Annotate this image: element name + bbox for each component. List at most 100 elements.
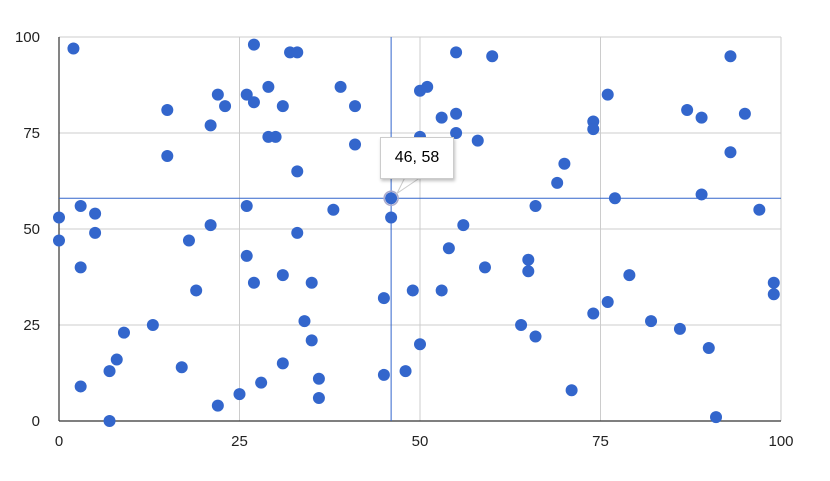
data-point: [240, 88, 253, 101]
data-point: [623, 269, 636, 282]
data-point: [349, 138, 362, 151]
data-point: [399, 365, 412, 378]
data-point: [349, 100, 362, 113]
crosshair: [59, 37, 781, 421]
tooltip-pointer: [395, 176, 423, 195]
data-point: [327, 203, 340, 216]
data-point: [161, 150, 174, 163]
x-tick-label: 100: [768, 433, 793, 450]
data-point: [291, 165, 304, 178]
data-point: [255, 376, 268, 389]
y-tick-label: 25: [23, 317, 40, 334]
data-points: [53, 38, 780, 427]
data-point: [681, 103, 694, 116]
data-point: [89, 226, 102, 239]
data-point: [421, 80, 434, 93]
data-point: [702, 342, 715, 355]
data-point: [457, 219, 470, 232]
data-point: [247, 276, 260, 289]
data-point: [161, 103, 174, 116]
data-point: [738, 107, 751, 120]
data-point: [117, 326, 130, 339]
data-point: [103, 415, 116, 427]
data-point: [204, 119, 217, 132]
data-point: [53, 211, 65, 224]
data-point: [74, 261, 87, 274]
data-point: [377, 292, 390, 305]
data-point: [276, 269, 289, 282]
focused-point-ring: [383, 190, 399, 207]
data-point: [471, 134, 484, 147]
x-tick-label: 75: [592, 433, 609, 450]
tooltip-tail: [395, 176, 423, 195]
data-point: [587, 307, 600, 320]
data-point: [291, 226, 304, 239]
data-point: [529, 330, 542, 343]
data-point: [262, 80, 275, 93]
data-point: [334, 80, 347, 93]
data-point: [74, 380, 87, 393]
data-point: [522, 265, 535, 278]
data-point: [190, 284, 203, 297]
data-point: [442, 242, 455, 255]
data-point: [312, 372, 325, 385]
data-point: [724, 146, 737, 159]
y-tick-label: 75: [23, 125, 40, 142]
data-point: [435, 284, 448, 297]
data-point: [103, 365, 116, 378]
data-point: [385, 211, 398, 224]
data-point: [406, 284, 419, 297]
data-point: [276, 100, 289, 113]
data-point: [450, 107, 463, 120]
data-point: [74, 199, 87, 212]
tick-labels: 0 25 50 75 100 0 25 50 75 100: [15, 29, 794, 450]
data-point: [240, 249, 253, 262]
data-point: [608, 192, 621, 205]
data-point: [767, 276, 780, 289]
data-point: [529, 199, 542, 212]
data-point: [204, 219, 217, 232]
data-point: [377, 368, 390, 381]
data-point: [767, 288, 780, 301]
data-point: [385, 192, 398, 205]
x-tick-label: 0: [55, 433, 63, 450]
data-point: [298, 315, 311, 328]
x-tick-label: 50: [412, 433, 429, 450]
data-point: [182, 234, 195, 247]
data-point: [435, 111, 448, 124]
data-point: [601, 88, 614, 101]
data-point: [753, 203, 766, 216]
data-point: [587, 123, 600, 136]
data-point: [175, 361, 188, 374]
data-point: [305, 276, 318, 289]
data-point: [276, 357, 289, 370]
data-point: [247, 38, 260, 51]
data-point: [291, 46, 304, 59]
y-tick-label: 50: [23, 221, 40, 238]
data-point: [515, 319, 528, 331]
data-point: [240, 199, 253, 212]
data-point: [233, 388, 246, 401]
data-point: [673, 322, 686, 335]
data-point: [601, 295, 614, 308]
data-point: [486, 50, 499, 63]
data-point: [110, 353, 123, 366]
data-point: [558, 157, 571, 170]
data-point: [478, 261, 491, 274]
data-point: [414, 338, 426, 351]
data-point: [551, 176, 564, 189]
data-point: [450, 46, 463, 59]
data-point: [645, 315, 658, 328]
data-point: [565, 384, 578, 397]
data-point: [211, 399, 224, 412]
tooltip: 46, 58: [380, 137, 454, 179]
data-point: [695, 111, 708, 124]
data-point: [67, 42, 80, 55]
data-point: [312, 391, 325, 404]
data-point: [724, 50, 737, 63]
y-tick-label: 0: [32, 413, 40, 430]
y-tick-label: 100: [15, 29, 40, 46]
data-point: [305, 334, 318, 347]
data-point: [450, 127, 463, 139]
